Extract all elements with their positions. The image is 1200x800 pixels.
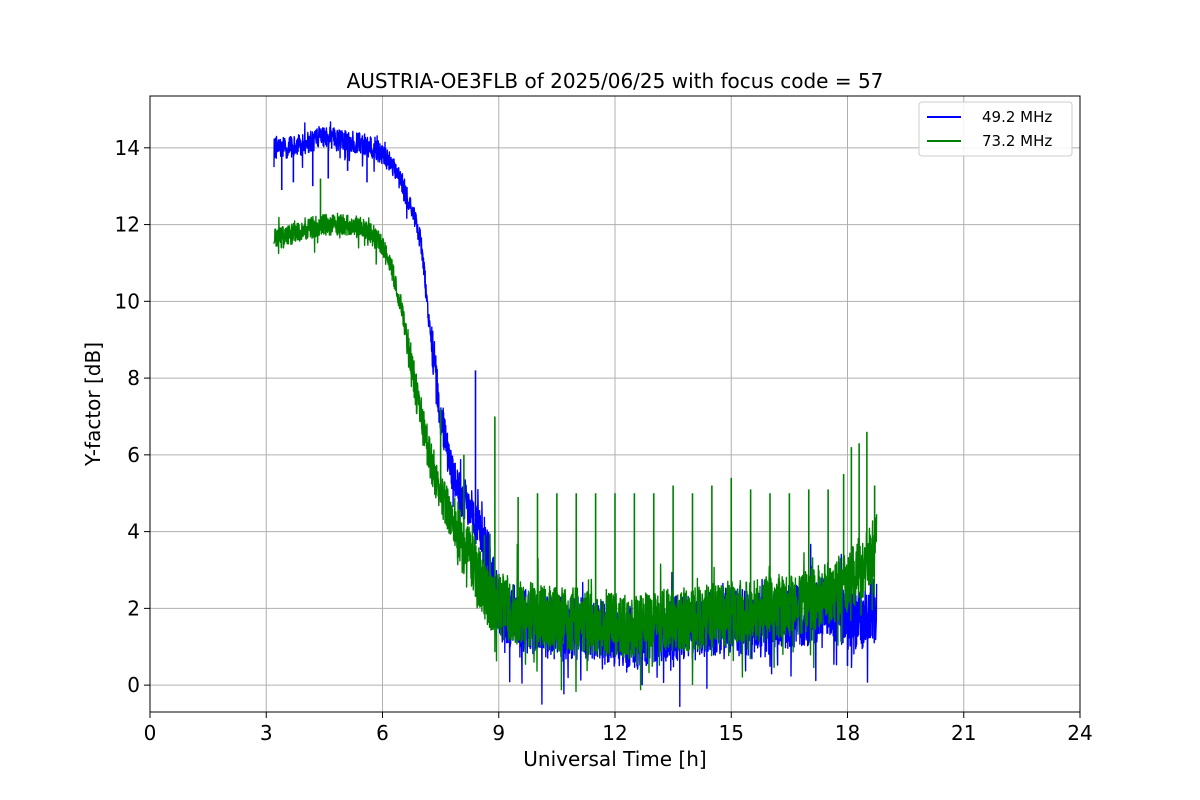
- legend: 49.2 MHz 73.2 MHz: [918, 101, 1073, 157]
- chart-title: AUSTRIA-OE3FLB of 2025/06/25 with focus …: [347, 69, 884, 93]
- y-tick-label: 12: [115, 213, 140, 237]
- x-tick-label: 0: [144, 721, 157, 745]
- x-tick-label: 3: [260, 721, 273, 745]
- x-tick-label: 24: [1067, 721, 1092, 745]
- x-tick-label: 9: [492, 721, 505, 745]
- x-tick-label: 15: [719, 721, 744, 745]
- x-tick-label: 18: [835, 721, 860, 745]
- x-tick-label: 6: [376, 721, 389, 745]
- y-tick-label: 2: [127, 596, 140, 620]
- y-axis-label: Y-factor [dB]: [81, 342, 105, 467]
- series-line-1: [273, 212, 878, 693]
- y-tick-label: 10: [115, 289, 140, 313]
- x-tick-label: 12: [602, 721, 627, 745]
- y-tick-label: 0: [127, 673, 140, 697]
- y-tick-label: 14: [115, 136, 140, 160]
- legend-label-49-2-mhz: 49.2 MHz: [982, 108, 1052, 126]
- x-axis-label: Universal Time [h]: [523, 747, 706, 771]
- legend-label-73-2-mhz: 73.2 MHz: [982, 132, 1052, 150]
- x-tick-label: 21: [951, 721, 976, 745]
- series-1: [273, 178, 878, 693]
- y-tick-label: 4: [127, 520, 140, 544]
- y-tick-label: 8: [127, 366, 140, 390]
- y-tick-label: 6: [127, 443, 140, 467]
- series-layer: [273, 121, 878, 708]
- legend-box: [918, 101, 1073, 157]
